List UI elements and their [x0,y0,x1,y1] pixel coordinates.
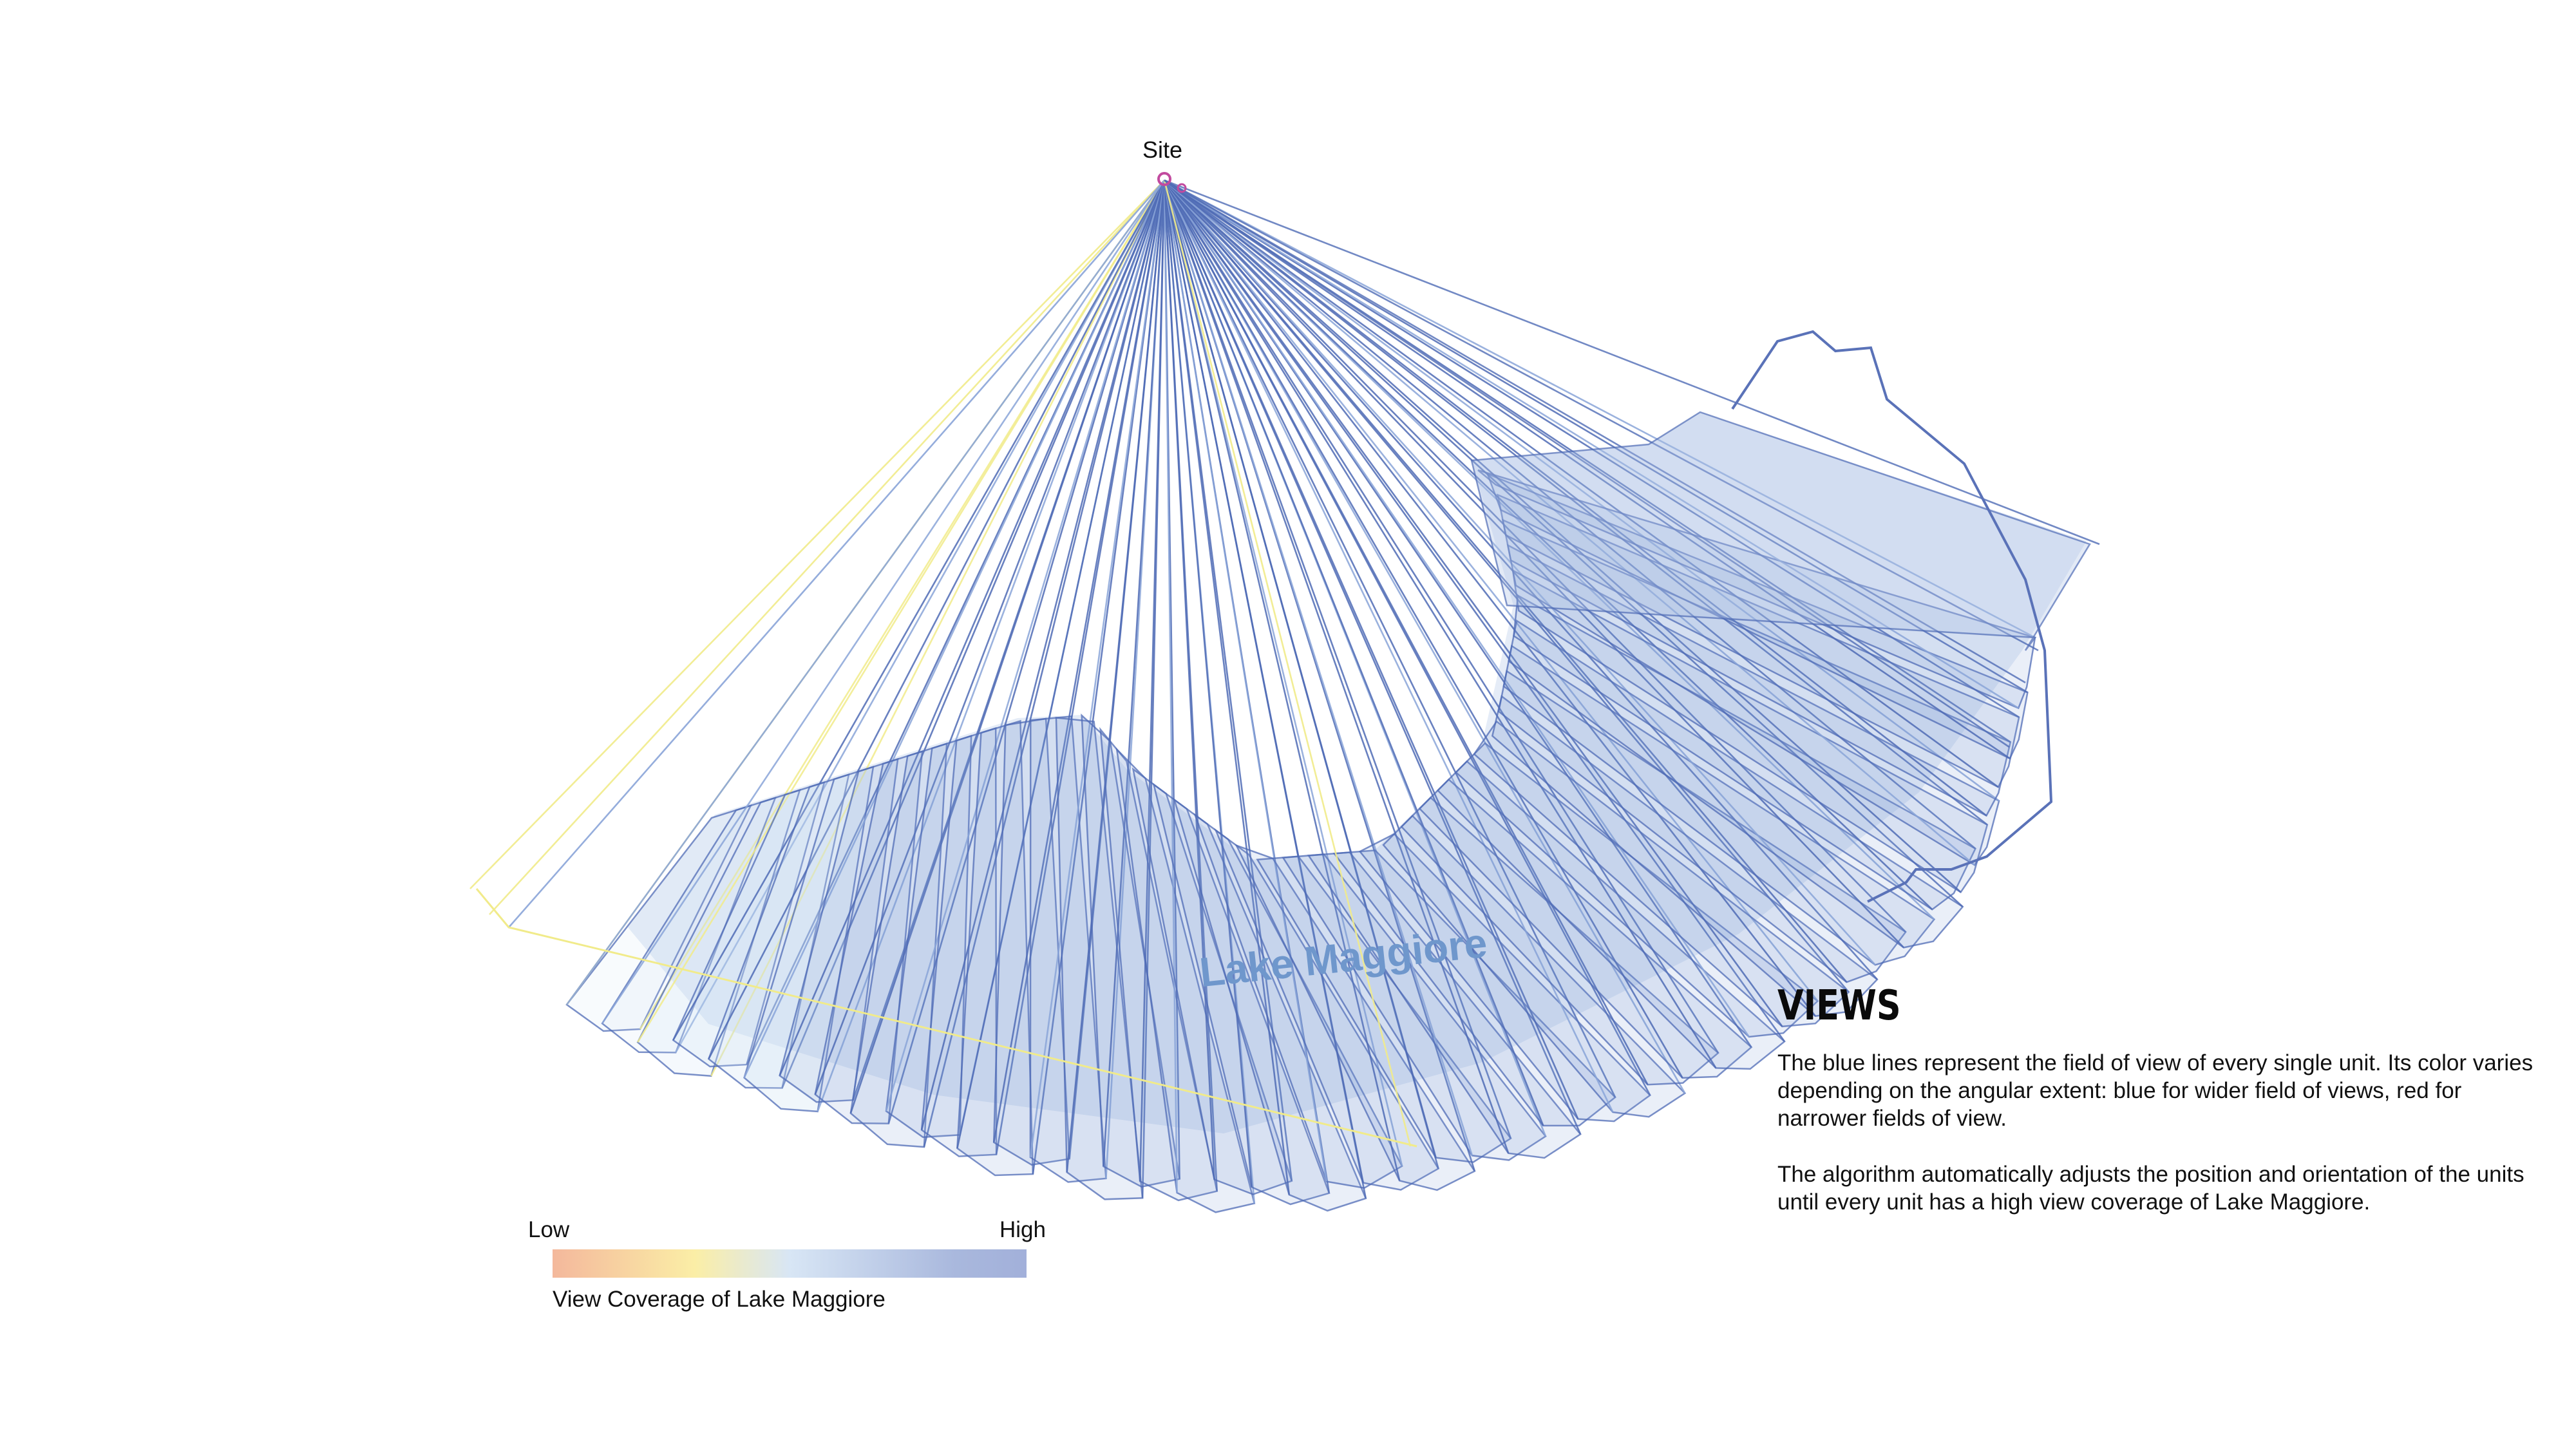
view-ray [1163,180,1816,1017]
view-ray [1163,180,1683,1079]
view-ray [814,180,1166,1095]
legend-high-label: High [999,1217,1046,1242]
view-ray [1163,180,1401,1181]
view-ray [1164,180,1933,911]
unit-view-field [1470,411,2091,651]
view-ray [1163,180,1786,1042]
view-ray [1163,180,1403,1167]
view-ray [1163,180,1544,1126]
unit-view-field [1332,849,1616,1127]
view-ray [1164,179,2029,694]
view-ray [675,180,1166,1054]
site-marker [1157,172,1187,193]
view-ray [1164,180,1975,866]
view-ray [1163,180,1412,1147]
view-ray [1163,180,1686,1094]
site-label: Site [1142,137,1183,163]
view-ray [1164,179,2010,748]
view-ray [1164,179,1999,788]
view-ray [708,180,1166,1059]
view-ray [956,180,1166,1149]
view-ray [1163,180,1579,1120]
view-field-envelope [628,412,2087,1133]
view-ray [1164,180,1964,907]
view-ray [1163,180,1437,1158]
narrow-view-outline [475,888,1417,1148]
view-ray [1164,180,1848,983]
view-ray [1163,180,1616,1098]
view-ray [779,180,1166,1076]
view-ray [710,180,1166,1077]
view-ray [1163,180,1178,1193]
view-ray [743,180,1166,1079]
view-ray [1163,180,1291,1195]
views-panel: VIEWS The blue lines represent the field… [1777,982,2550,1244]
view-ray [1163,180,1719,1054]
view-ray [1164,180,1962,893]
legend-gradient-bar [553,1249,1027,1278]
view-ray [1163,180,1365,1183]
view-ray [1103,180,1166,1167]
view-ray [1164,179,2011,759]
view-ray [1066,180,1166,1173]
unit-view-field [1115,747,1256,1213]
view-ray [992,180,1166,1143]
view-ray [565,180,1166,1005]
view-ray [1164,179,1987,817]
coverage-legend: Low High View Coverage of Lake Maggiore [528,1217,1046,1320]
view-ray [1164,179,2019,709]
view-ray [469,180,1165,889]
unit-view-field [1454,742,1819,1038]
views-heading: VIEWS [1777,982,1901,1030]
view-ray [885,180,1166,1112]
view-ray [1163,180,1717,1069]
view-ray [920,180,1166,1130]
view-ray [1164,180,1876,966]
unit-view-field [1477,469,2036,710]
view-ray [1164,179,2039,652]
view-ray [1163,180,1750,1037]
view-ray [601,180,1166,1024]
views-description-2: The algorithm automatically adjusts the … [1777,1162,2524,1215]
view-ray [1164,179,2000,802]
unit-view-field [1213,828,1440,1191]
unit-view-field [1508,619,1964,949]
legend-low-label: Low [528,1217,570,1242]
view-ray [1029,180,1166,1158]
view-ray [1164,179,2100,545]
view-ray [1163,180,1473,1156]
view-ray [1163,180,1328,1182]
view-ray [1139,180,1166,1182]
view-ray [849,180,1166,1114]
view-ray [1163,180,1510,1154]
view-ray [1164,180,1907,933]
view-ray [637,180,1166,1043]
unit-view-field [1473,720,1850,1028]
view-ray [1163,180,1614,1113]
view-ray [1163,180,1819,1002]
view-ray [508,180,1165,928]
view-ray [672,180,1166,1041]
view-ray [1163,180,1253,1188]
view-ray [489,180,1165,915]
unit-view-field [1029,715,1107,1183]
legend-caption: View Coverage of Lake Maggiore [553,1287,886,1312]
view-ray [1164,179,2036,639]
unit-view-field [1358,833,1652,1122]
view-ray [1164,180,1935,920]
view-ray [1164,179,2026,684]
unit-view-field [1081,713,1181,1188]
view-ray [1164,179,1988,826]
view-ray [1163,180,1215,1180]
unit-view-field [1235,844,1476,1191]
unit-view-field [1497,493,2020,788]
view-ray [1164,180,1905,949]
views-description-1: The blue lines represent the field of vi… [1777,1050,2533,1131]
shoreline-outline [1731,330,2053,903]
view-ray [1163,180,1649,1085]
view-fields [469,179,2100,1213]
view-ray [1163,180,1783,1027]
view-ray [1164,180,1878,980]
